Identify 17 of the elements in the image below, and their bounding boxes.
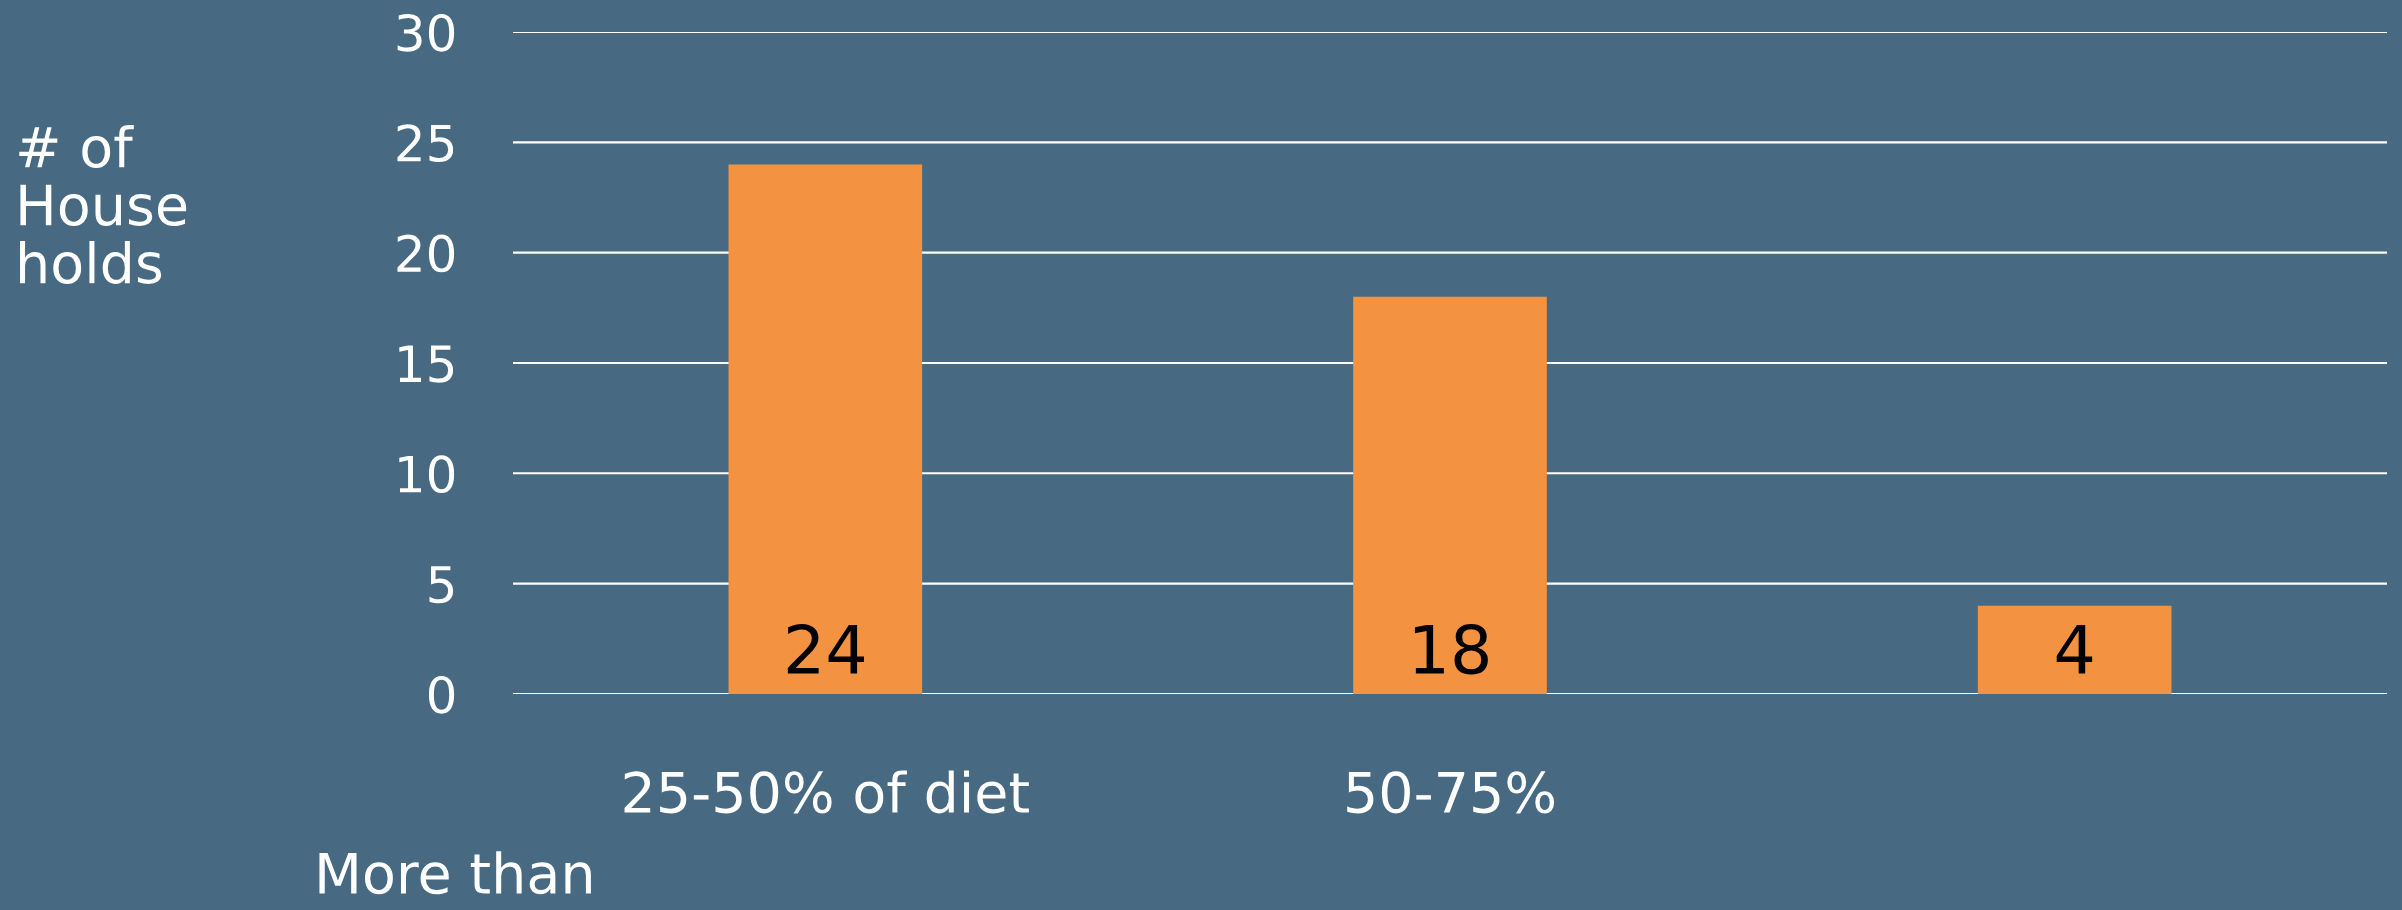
data-label: 18 [1414,624,1488,675]
x-tick-label: 50-75% [1347,771,1555,814]
y-tick-label: 0 [428,675,455,714]
y-tick-label: 20 [397,234,455,273]
x-tick-label: 25-50% of diet [624,770,1029,814]
y-tick-label: 10 [399,455,455,494]
bar [1353,296,1547,694]
y-axis-title: # of House holds [19,125,187,284]
y-tick-label: 25 [397,124,454,163]
y-tick-label: 5 [429,566,454,604]
data-label: 4 [2056,624,2093,674]
data-label: 24 [787,624,865,674]
y-tick-label: 15 [399,345,454,383]
y-tick-label: 30 [397,13,455,52]
bar [728,164,923,694]
text: More than [319,851,591,895]
bar [1977,605,2172,694]
